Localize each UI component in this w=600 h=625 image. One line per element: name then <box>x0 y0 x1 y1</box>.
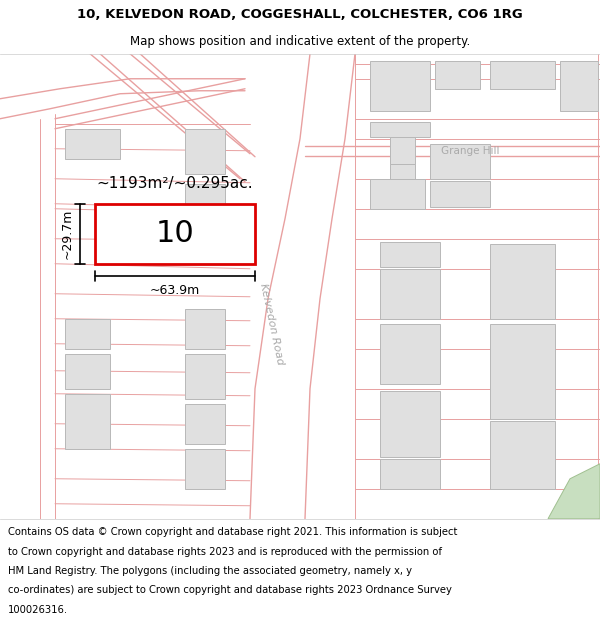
Text: ~1193m²/~0.295ac.: ~1193m²/~0.295ac. <box>97 176 253 191</box>
Polygon shape <box>185 229 225 264</box>
Polygon shape <box>390 164 415 179</box>
Text: 100026316.: 100026316. <box>8 604 68 614</box>
Polygon shape <box>380 269 440 319</box>
Polygon shape <box>380 324 440 384</box>
Text: Map shows position and indicative extent of the property.: Map shows position and indicative extent… <box>130 36 470 48</box>
Polygon shape <box>65 319 110 349</box>
Polygon shape <box>490 324 555 419</box>
Polygon shape <box>490 421 555 489</box>
Polygon shape <box>185 404 225 444</box>
Polygon shape <box>185 309 225 349</box>
Polygon shape <box>185 129 225 174</box>
Polygon shape <box>370 122 430 137</box>
Polygon shape <box>185 184 225 224</box>
Polygon shape <box>370 179 425 209</box>
Polygon shape <box>490 244 555 319</box>
Polygon shape <box>435 61 480 89</box>
Polygon shape <box>390 137 415 164</box>
Polygon shape <box>185 354 225 399</box>
Text: to Crown copyright and database rights 2023 and is reproduced with the permissio: to Crown copyright and database rights 2… <box>8 547 442 557</box>
Polygon shape <box>430 144 490 179</box>
Polygon shape <box>430 181 490 207</box>
Polygon shape <box>380 242 440 267</box>
Polygon shape <box>380 391 440 457</box>
Text: 10, KELVEDON ROAD, COGGESHALL, COLCHESTER, CO6 1RG: 10, KELVEDON ROAD, COGGESHALL, COLCHESTE… <box>77 8 523 21</box>
Text: co-ordinates) are subject to Crown copyright and database rights 2023 Ordnance S: co-ordinates) are subject to Crown copyr… <box>8 585 452 595</box>
Polygon shape <box>185 449 225 489</box>
Polygon shape <box>65 394 110 449</box>
Text: ~63.9m: ~63.9m <box>150 284 200 297</box>
Text: Contains OS data © Crown copyright and database right 2021. This information is : Contains OS data © Crown copyright and d… <box>8 528 457 538</box>
Polygon shape <box>560 61 598 111</box>
Text: ~29.7m: ~29.7m <box>61 209 74 259</box>
Polygon shape <box>65 129 120 159</box>
Polygon shape <box>65 354 110 389</box>
Text: Grange Hill: Grange Hill <box>441 146 499 156</box>
Polygon shape <box>380 459 440 489</box>
Polygon shape <box>490 61 555 89</box>
Polygon shape <box>548 464 600 519</box>
Text: 10: 10 <box>155 219 194 248</box>
Text: Kelvedon Road: Kelvedon Road <box>259 282 286 366</box>
Polygon shape <box>95 204 255 264</box>
Polygon shape <box>370 61 430 111</box>
Text: HM Land Registry. The polygons (including the associated geometry, namely x, y: HM Land Registry. The polygons (includin… <box>8 566 412 576</box>
